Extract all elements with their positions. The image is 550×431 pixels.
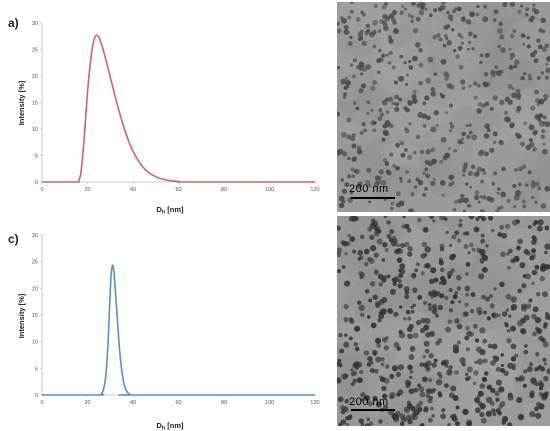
y-tick-label: 10: [32, 340, 38, 346]
x-tick-label: 100: [265, 400, 274, 406]
tem-micrograph-d: 200 nm: [337, 216, 550, 426]
panel-label-c: c): [8, 232, 19, 246]
y-tick-label: 5: [35, 366, 38, 372]
y-tick-label: 0: [35, 180, 38, 186]
y-axis-label: Intensity [%]: [17, 293, 26, 338]
chart-c-intensity-distribution: Intensity [%] Dh [nm] 0 5 10 15 20 25 30 0 20 40 6…: [17, 233, 320, 431]
scale-bar-label: 200 nm: [349, 396, 389, 408]
y-tick-label: 15: [32, 101, 38, 107]
x-tick-label: 0: [40, 400, 43, 406]
scale-bar: [351, 409, 395, 411]
y-tick-label: 15: [32, 313, 38, 319]
y-tick-label: 10: [32, 127, 38, 133]
x-tick-label: 20: [84, 187, 90, 193]
x-tick-label: 40: [130, 187, 136, 193]
y-tick-label: 25: [32, 260, 38, 266]
y-tick-label: 30: [32, 21, 38, 27]
x-tick-label: 40: [130, 400, 136, 406]
y-tick-label: 0: [35, 393, 38, 399]
y-axis-title: Intensity [%]: [17, 80, 26, 125]
y-tick-label: 30: [32, 233, 38, 239]
scale-bar-label: 200 nm: [349, 183, 389, 195]
x-tick-label: 100: [265, 187, 274, 193]
x-axis-label: Dh [nm]: [156, 205, 184, 215]
x-tick-label: 80: [221, 400, 227, 406]
x-tick-label: 60: [175, 187, 181, 193]
nanoparticle-texture: [337, 216, 550, 426]
panel-label-a: a): [8, 16, 19, 30]
x-tick-label: 80: [221, 187, 227, 193]
tem-micrograph-b: 200 nm: [337, 2, 550, 212]
scale-bar: [351, 197, 395, 199]
x-tick-label: 60: [175, 400, 181, 406]
y-axis-title: Intensity [%]: [17, 293, 26, 338]
y-axis-label: Intensity [%]: [17, 80, 26, 125]
x-tick-label: 0: [40, 187, 43, 193]
y-tick-label: 5: [35, 154, 38, 160]
y-tick-label: 20: [32, 74, 38, 80]
y-tick-label: 20: [32, 286, 38, 292]
series-line-0: [42, 34, 316, 183]
x-axis-label: Dh [nm]: [156, 421, 184, 431]
x-tick-label: 20: [84, 400, 90, 406]
x-tick-label: 120: [310, 187, 319, 193]
x-tick-label: 120: [310, 400, 319, 406]
chart-a-intensity-distribution: Intensity [%] Dh [nm] 0 5 10 15 20 25 30 0 20 40 6…: [17, 21, 320, 215]
y-tick-label: 25: [32, 48, 38, 54]
series-line-0: [42, 264, 315, 396]
nanoparticle-texture: [337, 2, 550, 212]
